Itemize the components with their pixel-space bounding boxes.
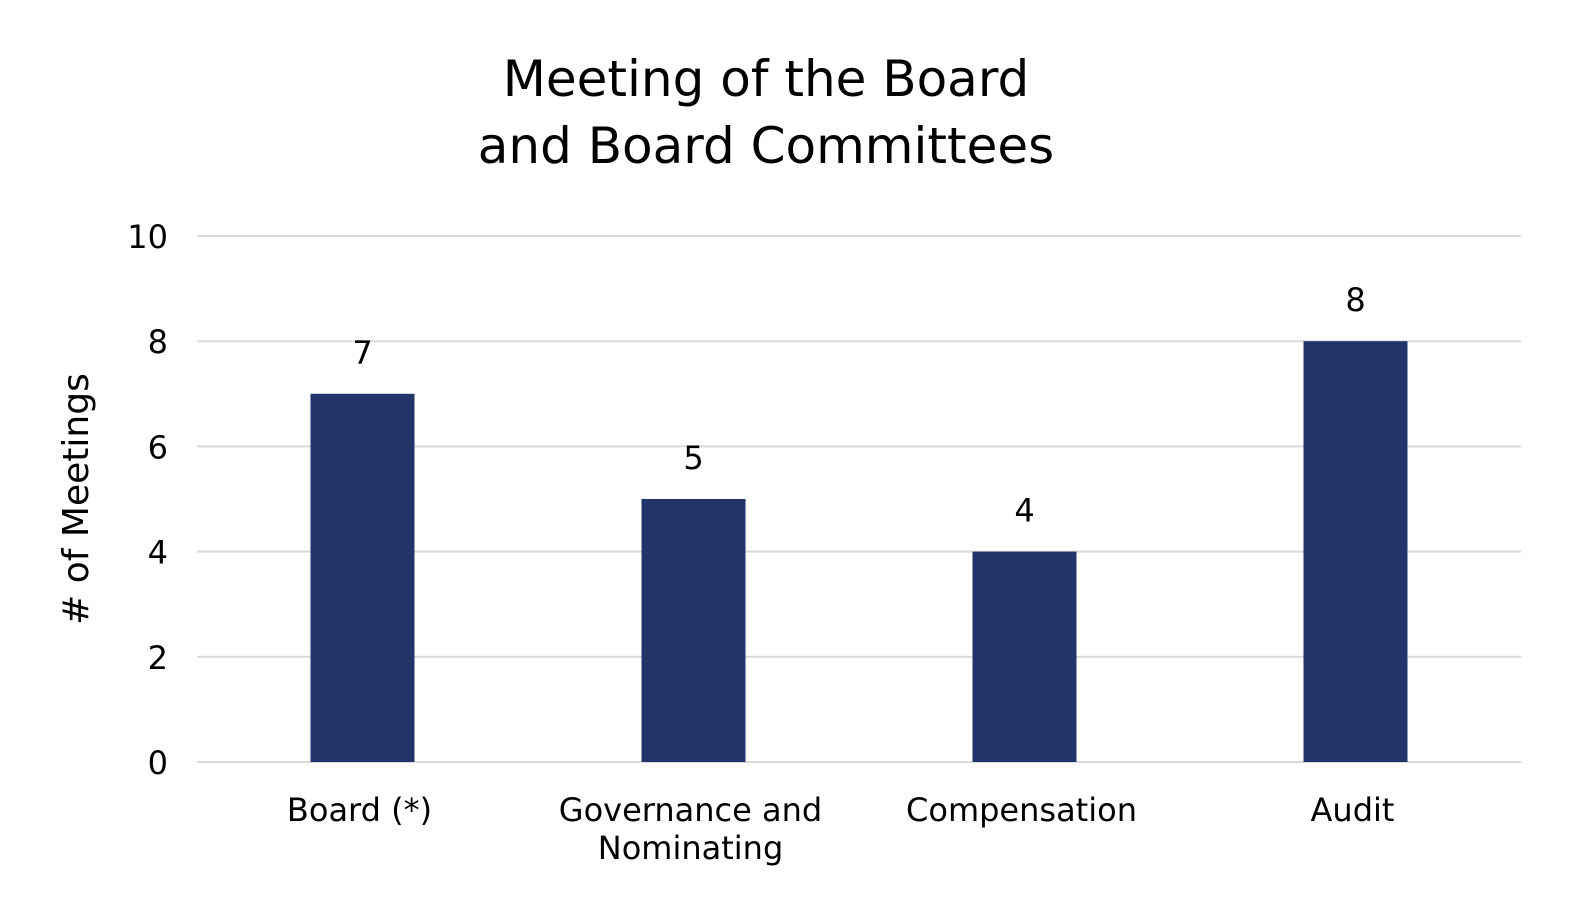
chart-title: Meeting of the Board and Board Committees (478, 50, 1054, 175)
category-label-4-line-1: Audit (1311, 791, 1395, 829)
data-label-2: 5 (683, 439, 703, 477)
data-label-3: 4 (1014, 492, 1034, 530)
category-label-2-line-1: Governance and (559, 791, 822, 829)
bar-2 (641, 499, 746, 762)
data-label-4: 8 (1345, 281, 1365, 319)
y-tick-label-4: 4 (148, 534, 168, 572)
data-label-1: 7 (352, 334, 372, 372)
gridlines (197, 235, 1521, 763)
y-axis-title: # of Meetings (56, 373, 97, 625)
category-label-3-line-1: Compensation (906, 791, 1137, 829)
y-tick-label-8: 8 (148, 323, 168, 361)
bar-4 (1303, 341, 1408, 762)
chart-title-line-1: Meeting of the Board (503, 50, 1029, 108)
y-tick-label-2: 2 (148, 639, 168, 677)
chart-title-line-2: and Board Committees (478, 117, 1054, 175)
bar-1 (310, 393, 415, 762)
y-axis-title-text: # of Meetings (56, 373, 97, 625)
y-axis-ticks: 0 2 4 6 8 10 (127, 218, 168, 782)
bars (310, 341, 1408, 762)
category-label-2-line-2: Nominating (598, 829, 784, 867)
y-tick-label-0: 0 (148, 744, 168, 782)
bar-3 (972, 551, 1077, 762)
data-labels: 7 5 4 8 (352, 281, 1365, 529)
category-label-1-line-1: Board (*) (287, 791, 432, 829)
y-tick-label-10: 10 (127, 218, 168, 256)
y-tick-label-6: 6 (148, 428, 168, 466)
